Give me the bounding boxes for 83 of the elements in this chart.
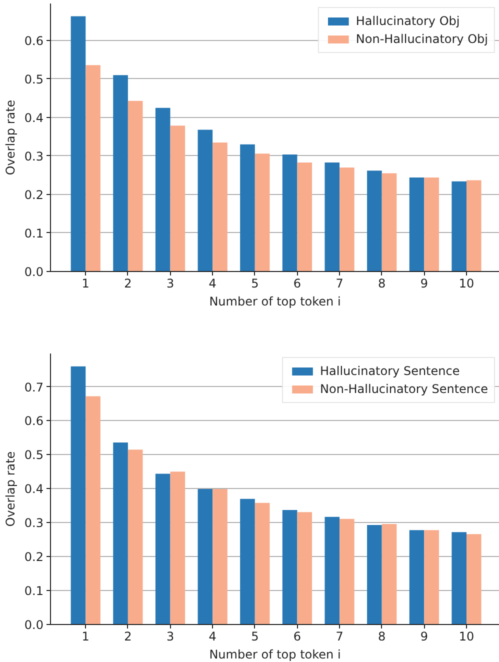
bar [324, 162, 340, 272]
bar [282, 154, 298, 272]
x-tick-label: 10 [458, 276, 474, 290]
x-tick-label: 7 [336, 630, 344, 644]
bar [367, 524, 382, 624]
x-tick-label: 10 [458, 630, 474, 644]
bar [424, 178, 439, 272]
legend-label: Non-Hallucinatory Sentence [320, 382, 488, 396]
bar [128, 100, 143, 272]
x-tick-label: 3 [166, 630, 174, 644]
x-tick-label: 7 [336, 276, 344, 290]
x-axis-title: Number of top token i [209, 648, 341, 662]
bar [409, 178, 424, 272]
bar [424, 530, 439, 624]
x-tick-label: 5 [251, 630, 259, 644]
x-tick-label: 8 [378, 276, 386, 290]
bar [240, 498, 255, 624]
y-tick-label: 0.3 [24, 149, 44, 164]
y-tick-label: 0.5 [24, 72, 44, 86]
bar [155, 474, 170, 624]
x-tick-label: 4 [208, 276, 216, 290]
bar [452, 532, 466, 624]
y-tick-label: 0.1 [24, 226, 44, 240]
bar [382, 524, 397, 624]
bar [466, 180, 482, 272]
x-tick-label: 2 [124, 276, 132, 290]
y-tick-label: 0.7 [24, 380, 44, 394]
bar [254, 502, 270, 624]
x-axis-title: Number of top token i [209, 294, 341, 308]
x-tick-label: 2 [124, 630, 132, 644]
bar [128, 450, 143, 624]
y-tick-label: 0.5 [24, 448, 44, 462]
bar [70, 366, 86, 624]
legend-label: Hallucinatory Obj [356, 14, 460, 28]
x-tick-label: 9 [420, 630, 428, 644]
bar [466, 534, 482, 624]
bar [170, 472, 186, 624]
x-tick-label: 6 [293, 630, 302, 644]
bar [155, 108, 170, 272]
legend-label: Non-Hallucinatory Obj [356, 32, 488, 46]
y-axis-title: Overlap rate [3, 451, 18, 527]
bar [282, 510, 298, 624]
x-tick-label: 4 [208, 630, 216, 644]
y-tick-label: 0.0 [24, 265, 44, 279]
bar [340, 518, 354, 624]
x-tick-label: 1 [82, 630, 90, 644]
x-tick-label: 1 [82, 276, 90, 290]
bar [240, 144, 255, 272]
bar [86, 396, 100, 624]
bar [382, 173, 397, 272]
bar [86, 65, 100, 272]
legend-label: Hallucinatory Sentence [320, 364, 460, 378]
x-tick-label: 9 [420, 276, 428, 290]
bar [70, 16, 86, 272]
y-tick-label: 0.0 [24, 618, 44, 632]
y-tick-label: 0.4 [24, 482, 44, 496]
x-tick-label: 3 [166, 276, 174, 290]
bar [340, 168, 354, 272]
bar [297, 162, 312, 272]
bar [170, 126, 186, 272]
bar [452, 181, 466, 272]
y-tick-label: 0.4 [24, 110, 44, 125]
x-tick-label: 8 [378, 630, 386, 644]
y-tick-label: 0.2 [24, 188, 44, 202]
y-tick-label: 0.1 [24, 584, 44, 598]
y-tick-label: 0.3 [24, 516, 44, 530]
bar [212, 489, 228, 624]
bar [297, 512, 312, 624]
bar [409, 530, 424, 624]
bar [254, 154, 270, 272]
bar [113, 75, 128, 272]
y-tick-label: 0.6 [24, 34, 44, 48]
y-tick-label: 0.6 [24, 414, 44, 428]
y-axis-title: Overlap rate [3, 100, 18, 176]
bar [367, 170, 382, 272]
x-tick-label: 6 [293, 276, 302, 290]
bar [198, 130, 213, 272]
bar [324, 516, 340, 624]
x-tick-label: 5 [251, 276, 259, 290]
bar [198, 489, 213, 624]
bar [212, 142, 228, 272]
bar [113, 442, 128, 624]
y-tick-label: 0.2 [24, 550, 44, 564]
